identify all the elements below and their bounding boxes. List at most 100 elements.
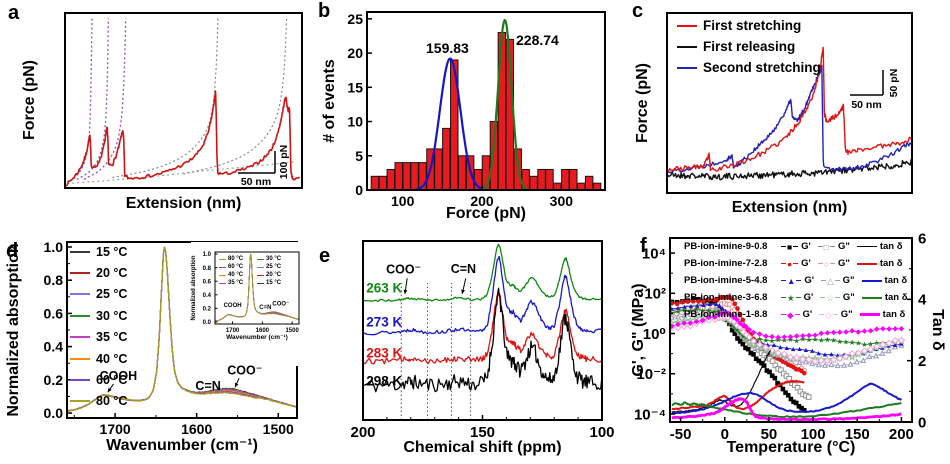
- legend-sample-name: PB-ion-imine-1-8.8: [684, 309, 768, 320]
- data-marker: [778, 345, 783, 350]
- inset-legend-item: 35 °C: [219, 279, 257, 287]
- data-marker: [694, 310, 701, 317]
- data-marker: [787, 334, 794, 340]
- data-marker: [686, 322, 694, 330]
- legend-line-swatch: [829, 245, 835, 248]
- data-marker: [753, 356, 759, 362]
- data-marker: [718, 310, 725, 317]
- tick-label: 0.2: [44, 372, 64, 388]
- panel-a-scalebar-y-label: 100 pN: [278, 144, 290, 180]
- data-marker: [799, 355, 807, 363]
- data-marker: [784, 345, 789, 351]
- data-marker: [802, 358, 809, 365]
- histogram-bar: [394, 162, 403, 190]
- inset-legend-label: 60 °C: [228, 264, 244, 270]
- inset-legend-label: 40 °C: [228, 272, 244, 278]
- legend-line-swatch: [795, 296, 801, 299]
- legend-line-swatch: [781, 262, 786, 265]
- tick-label: 100: [391, 193, 415, 209]
- data-marker: [762, 344, 770, 351]
- panel-f-chart: -50 0 50 100 150 200 10⁴ 10² 10⁰ 10⁻² 10⁻⁴ 0 2 4 6: [634, 230, 927, 443]
- data-marker: [866, 353, 873, 360]
- histogram-bar: [592, 182, 602, 190]
- legend-line-swatch: [793, 245, 799, 248]
- data-marker: [805, 394, 812, 400]
- force-extension-curve: [65, 90, 301, 187]
- data-marker: [824, 336, 831, 343]
- data-marker: [670, 300, 675, 306]
- data-marker: [688, 304, 694, 309]
- data-marker: [841, 362, 848, 368]
- data-marker: [867, 328, 874, 334]
- histogram-bar: [584, 175, 594, 190]
- tick-label: -50: [670, 426, 692, 443]
- tick-label: 5: [355, 148, 363, 164]
- inset-legend-swatch: [257, 266, 264, 268]
- panel-b-xlabel: Force (pN): [446, 205, 526, 222]
- second-stretching: [667, 64, 912, 174]
- panel-f-xlabel: Temperature (°C): [726, 439, 856, 456]
- data-marker: [849, 339, 855, 345]
- inset-legend-swatch: [219, 282, 226, 284]
- legend-sample-name: PB-ion-imine-9-0.8: [684, 241, 768, 252]
- legend-line-swatch: [70, 379, 90, 382]
- data-marker: [805, 356, 813, 364]
- data-marker: [780, 386, 786, 392]
- data-marker: [891, 336, 899, 344]
- data-marker: [781, 337, 788, 343]
- panel-a-letter: a: [8, 2, 20, 24]
- tick-label: 1500: [263, 421, 294, 437]
- tick-label: 1.0: [44, 239, 64, 255]
- legend-item: PB-ion-imine-3-6.8 ★ G' ☆ G" tan δ: [684, 289, 914, 306]
- data-marker: [861, 341, 868, 347]
- panel-b-chart: 100 200 300 0 5 10 15 20 25: [347, 11, 606, 209]
- legend-marker: ▲: [787, 275, 796, 286]
- data-marker: [705, 314, 712, 321]
- data-marker: [705, 316, 713, 324]
- data-marker: [886, 326, 892, 332]
- panel-d-xlabel: Wavenumber (cm⁻¹): [106, 437, 258, 454]
- tick-label: 4: [918, 292, 927, 309]
- data-marker: [860, 357, 867, 363]
- data-marker: [680, 300, 685, 305]
- legend-marker: ●: [787, 258, 793, 269]
- legend-line-swatch: [70, 336, 90, 339]
- inset-legend-item: 40 °C: [219, 271, 257, 279]
- tan-delta-line: [671, 401, 902, 419]
- annotation-coo: COO⁻: [386, 262, 422, 277]
- tick-label: 0.4: [203, 293, 212, 299]
- panel-f: -50 0 50 100 150 200 10⁴ 10² 10⁰ 10⁻² 10⁻⁴ 0 2 4 6 f T…: [630, 225, 950, 464]
- data-marker: [743, 345, 748, 351]
- panel-c-xlabel: Extension (nm): [731, 199, 848, 216]
- legend-line-swatch: [819, 313, 825, 316]
- data-marker: [756, 331, 763, 337]
- data-marker: [737, 330, 743, 336]
- legend-line-swatch: [834, 296, 840, 299]
- tick-label: 10⁻²: [636, 366, 666, 383]
- legend-line-swatch: [70, 400, 90, 403]
- data-marker: [783, 390, 788, 395]
- panel-c-scalebar-x-label: 50 nm: [851, 99, 882, 111]
- data-marker: [793, 333, 800, 339]
- legend-label: G': [801, 241, 811, 252]
- legend-label: 25 °C: [96, 287, 128, 302]
- annotation-coo: COO⁻: [227, 363, 263, 378]
- data-marker: [800, 333, 806, 339]
- annotation-cn: C=N: [450, 262, 477, 277]
- data-marker: [674, 301, 680, 307]
- tan-delta-line: [671, 397, 902, 422]
- panel-e-chart: 200 150 100: [350, 240, 615, 441]
- data-marker: [822, 352, 828, 357]
- data-marker: [793, 400, 799, 406]
- legend-line-swatch: [70, 357, 90, 360]
- legend-label: 35 °C: [96, 330, 128, 345]
- histogram-bar: [553, 182, 562, 190]
- tick-label: 0: [721, 426, 729, 443]
- data-marker: [897, 336, 905, 344]
- panel-a-scalebar-x-label: 50 nm: [240, 176, 272, 188]
- data-marker: [687, 310, 694, 317]
- inset-legend-swatch: [257, 282, 264, 284]
- tick-label: 1.0: [203, 252, 212, 258]
- gaussian-fit-curve: [414, 57, 486, 190]
- data-marker: [867, 341, 874, 347]
